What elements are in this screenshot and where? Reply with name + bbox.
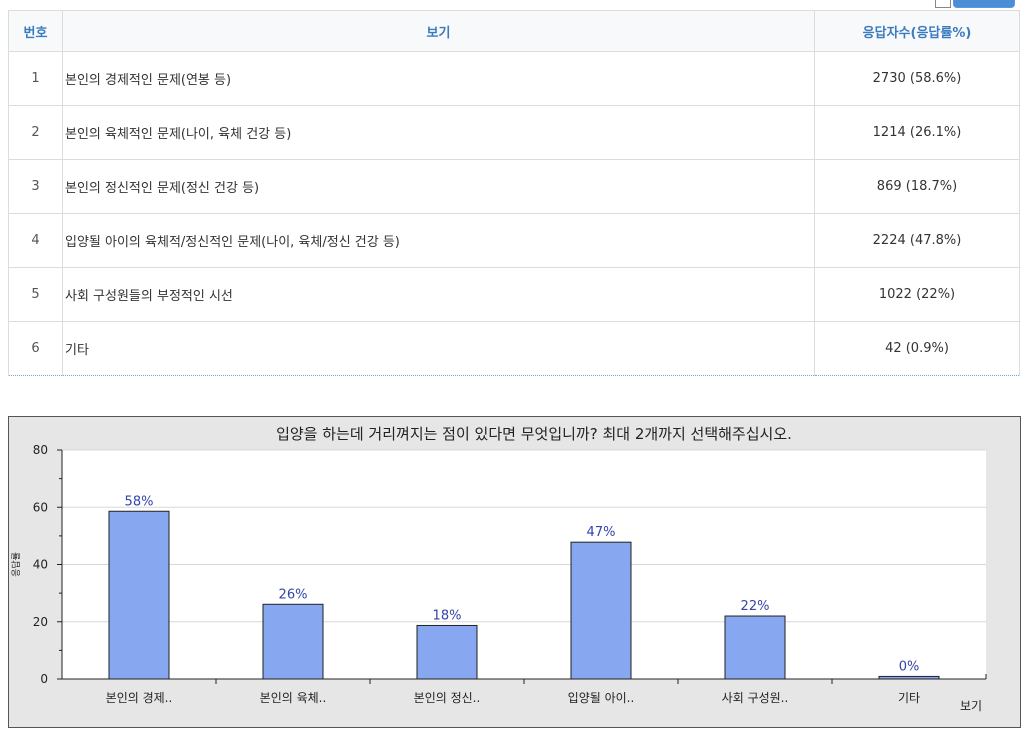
row-option: 기타 bbox=[62, 321, 815, 376]
table-row: 6 기타 42 (0.9%) bbox=[8, 321, 1020, 376]
bar-value-label: 0% bbox=[899, 659, 920, 674]
x-tick-label: 본인의 정신.. bbox=[414, 691, 481, 705]
bar bbox=[262, 603, 324, 680]
bar-chart-svg: 입양을 하는데 거리껴지는 점이 있다면 무엇입니까? 최대 2개까지 선택해주… bbox=[10, 425, 987, 713]
table-header-row: 번호 보기 응답자수(응답률%) bbox=[8, 10, 1020, 52]
table-row: 1 본인의 경제적인 문제(연봉 등) 2730 (58.6%) bbox=[8, 51, 1020, 106]
bar bbox=[416, 624, 478, 680]
y-tick-label: 80 bbox=[33, 443, 48, 457]
table-row: 3 본인의 정신적인 문제(정신 건강 등) 869 (18.7%) bbox=[8, 159, 1020, 214]
x-tick-label: 기타 bbox=[898, 691, 920, 705]
row-number: 6 bbox=[8, 321, 63, 376]
table-row: 2 본인의 육체적인 문제(나이, 육체 건강 등) 1214 (26.1%) bbox=[8, 105, 1020, 160]
bar-value-label: 18% bbox=[433, 608, 462, 623]
bar-chart: 입양을 하는데 거리껴지는 점이 있다면 무엇입니까? 최대 2개까지 선택해주… bbox=[8, 416, 1021, 728]
results-table: 번호 보기 응답자수(응답률%) 1 본인의 경제적인 문제(연봉 등) 273… bbox=[8, 10, 1020, 376]
header-count: 응답자수(응답률%) bbox=[814, 10, 1020, 52]
row-number: 3 bbox=[8, 159, 63, 214]
row-option: 본인의 경제적인 문제(연봉 등) bbox=[62, 51, 815, 106]
row-count: 2730 (58.6%) bbox=[814, 51, 1020, 106]
bar bbox=[108, 510, 170, 680]
row-number: 1 bbox=[8, 51, 63, 106]
checkbox-icon[interactable] bbox=[935, 0, 951, 8]
header-number: 번호 bbox=[8, 10, 63, 52]
row-option: 입양될 아이의 육체적/정신적인 문제(나이, 육체/정신 건강 등) bbox=[62, 213, 815, 268]
row-count: 42 (0.9%) bbox=[814, 321, 1020, 376]
row-option: 본인의 정신적인 문제(정신 건강 등) bbox=[62, 159, 815, 214]
y-axis-label: 응답률 bbox=[10, 552, 22, 577]
row-option: 본인의 육체적인 문제(나이, 육체 건강 등) bbox=[62, 105, 815, 160]
table-row: 5 사회 구성원들의 부정적인 시선 1022 (22%) bbox=[8, 267, 1020, 322]
x-tick-label: 사회 구성원.. bbox=[722, 691, 789, 705]
bar-value-label: 26% bbox=[279, 587, 308, 602]
header-option: 보기 bbox=[62, 10, 815, 52]
row-number: 2 bbox=[8, 105, 63, 160]
y-tick-label: 60 bbox=[33, 500, 48, 514]
x-tick-label: 본인의 경제.. bbox=[106, 691, 173, 705]
table-row: 4 입양될 아이의 육체적/정신적인 문제(나이, 육체/정신 건강 등) 22… bbox=[8, 213, 1020, 268]
x-tick-label: 입양될 아이.. bbox=[568, 691, 635, 705]
bar bbox=[878, 675, 940, 680]
bar-value-label: 22% bbox=[741, 599, 770, 614]
x-axis-label: 보기 bbox=[960, 699, 982, 713]
row-number: 5 bbox=[8, 267, 63, 322]
y-tick-label: 0 bbox=[40, 672, 48, 686]
bar-value-label: 58% bbox=[125, 494, 154, 509]
row-count: 869 (18.7%) bbox=[814, 159, 1020, 214]
row-option: 사회 구성원들의 부정적인 시선 bbox=[62, 267, 815, 322]
bar-value-label: 47% bbox=[587, 525, 616, 540]
row-number: 4 bbox=[8, 213, 63, 268]
bar bbox=[724, 615, 786, 680]
y-tick-label: 40 bbox=[33, 558, 48, 572]
row-count: 2224 (47.8%) bbox=[814, 213, 1020, 268]
x-tick-label: 본인의 육체.. bbox=[260, 691, 327, 705]
top-right-button[interactable] bbox=[953, 0, 1015, 8]
y-tick-label: 20 bbox=[33, 615, 48, 629]
chart-title: 입양을 하는데 거리껴지는 점이 있다면 무엇입니까? 최대 2개까지 선택해주… bbox=[276, 425, 792, 443]
row-count: 1214 (26.1%) bbox=[814, 105, 1020, 160]
bar bbox=[570, 541, 632, 680]
row-count: 1022 (22%) bbox=[814, 267, 1020, 322]
